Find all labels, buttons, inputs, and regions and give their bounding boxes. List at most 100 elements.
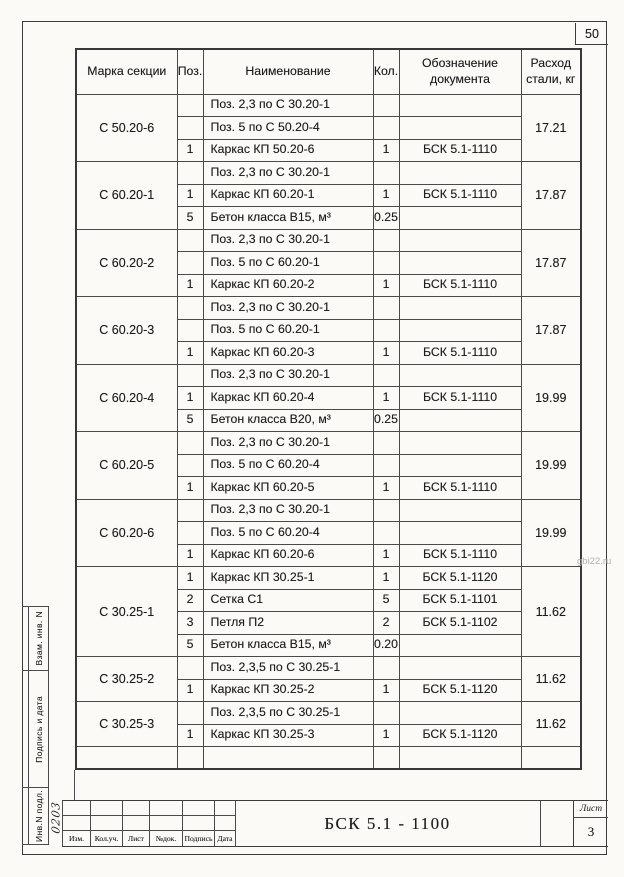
stamp-cell-podpis: Подпись и дата <box>29 671 48 788</box>
revision-empty-cell <box>123 816 150 831</box>
qty-cell: 5 <box>372 588 400 612</box>
table-row: 1 Каркас КП 60.20-5 1 БСК 5.1-1110 <box>76 476 581 500</box>
revision-col-label: Изм. <box>63 831 91 846</box>
name-cell: Каркас КП 60.20-4 <box>202 386 374 410</box>
qty-cell <box>372 93 400 117</box>
mark-cell: С 60.20-2 <box>75 228 178 297</box>
mark-cell: С 60.20-6 <box>75 498 178 567</box>
qty-cell: 0.25 <box>372 408 400 432</box>
pos-cell: 1 <box>176 543 204 567</box>
table-row: Поз. 5 по С 50.20-4 <box>76 116 581 140</box>
pos-cell <box>176 701 204 725</box>
mark-cell: С 30.25-1 <box>75 566 178 657</box>
qty-cell: 1 <box>372 183 400 207</box>
table-row: Поз. 5 по С 60.20-4 <box>76 453 581 477</box>
doc-cell <box>398 161 522 185</box>
stamp-label: Инв.N подл. <box>33 789 44 842</box>
sheet-label: Лист <box>574 801 608 818</box>
revision-col-label: Подпись <box>183 831 215 846</box>
doc-cell: БСК 5.1-1120 <box>398 678 522 702</box>
table-row: 5 Бетон класса В15, м³ 0.25 <box>76 206 581 230</box>
table-row: 1 Каркас КП 50.20-6 1 БСК 5.1-1110 <box>76 138 581 162</box>
revision-empty-cell <box>150 816 183 831</box>
doc-cell <box>398 93 522 117</box>
doc-cell <box>398 431 522 455</box>
frame-tick <box>22 606 28 607</box>
qty-cell: 1 <box>372 273 400 297</box>
table-row: С 60.20-4 Поз. 2,3 по С 30.20-1 19.99 <box>75 363 582 432</box>
table-row: Поз. 5 по С 60.20-1 <box>76 251 581 275</box>
consumption-cell: 17.21 <box>520 93 582 162</box>
drawing-frame <box>22 21 607 855</box>
name-cell: Поз. 2,3 по С 30.20-1 <box>202 498 374 522</box>
qty-cell <box>372 318 400 342</box>
title-block: Изм. Кол.уч. Лист №док. Подпись Дата БСК 5.1 … <box>62 800 608 847</box>
doc-cell <box>398 746 522 770</box>
stamp-label: Подпись и дата <box>33 695 44 763</box>
name-cell: Поз. 2,3 по С 30.20-1 <box>202 296 374 320</box>
revision-empty-cell <box>63 801 91 816</box>
qty-cell: 1 <box>372 476 400 500</box>
table-row: С 60.20-2 Поз. 2,3 по С 30.20-1 17.87 <box>75 228 582 297</box>
mark-cell: С 60.20-5 <box>75 431 178 500</box>
qty-cell: 1 <box>372 341 400 365</box>
table-row: С 60.20-6 Поз. 2,3 по С 30.20-1 19.99 <box>75 498 582 567</box>
name-cell: Поз. 2,3 по С 30.20-1 <box>202 363 374 387</box>
stamp-strip: Взам. инв. N Подпись и дата Инв.N подл. <box>28 606 49 845</box>
doc-cell <box>398 206 522 230</box>
spec-table-body: С 50.20-6 Поз. 2,3 по С 30.20-1 17.21 Поз. … <box>75 93 582 770</box>
document-number: БСК 5.1 - 1100 <box>324 813 451 833</box>
title-block-divider <box>540 801 541 846</box>
revision-col-label: №док. <box>150 831 183 846</box>
mark-cell: С 30.25-3 <box>75 701 178 747</box>
pos-cell: 5 <box>176 408 204 432</box>
header-doc: Обозначение документа <box>398 48 522 95</box>
doc-cell: БСК 5.1-1110 <box>398 386 522 410</box>
header-qty: Кол. <box>372 48 400 95</box>
qty-cell <box>372 453 400 477</box>
pos-cell <box>176 656 204 680</box>
doc-cell: БСК 5.1-1120 <box>398 566 522 590</box>
name-cell: Бетон класса В15, м³ <box>202 206 374 230</box>
doc-cell: БСК 5.1-1102 <box>398 611 522 635</box>
name-cell: Поз. 2,3,5 по С 30.25-1 <box>202 656 374 680</box>
pos-cell <box>176 431 204 455</box>
table-row: 1 Каркас КП 60.20-3 1 БСК 5.1-1110 <box>76 341 581 365</box>
mark-cell: С 30.25-2 <box>75 656 178 702</box>
name-cell: Петля П2 <box>202 611 374 635</box>
name-cell: Каркас КП 60.20-2 <box>202 273 374 297</box>
header-mark: Марка секции <box>75 48 178 95</box>
pos-cell: 5 <box>176 633 204 657</box>
pos-cell: 1 <box>176 183 204 207</box>
revision-col-label: Дата <box>215 831 236 846</box>
name-cell: Каркас КП 30.25-1 <box>202 566 374 590</box>
doc-cell <box>398 521 522 545</box>
doc-cell: БСК 5.1-1110 <box>398 476 522 500</box>
table-row: 3 Петля П2 2 БСК 5.1-1102 <box>76 611 581 635</box>
revision-empty-cell <box>123 801 150 816</box>
doc-cell <box>398 498 522 522</box>
pos-cell <box>176 498 204 522</box>
name-cell: Бетон класса В20, м³ <box>202 408 374 432</box>
pos-cell <box>176 318 204 342</box>
qty-cell <box>372 251 400 275</box>
table-row: С 60.20-3 Поз. 2,3 по С 30.20-1 17.87 <box>75 296 582 365</box>
pos-cell: 5 <box>176 206 204 230</box>
revision-empty-cell <box>183 801 215 816</box>
consumption-cell <box>520 746 582 770</box>
doc-cell <box>398 656 522 680</box>
pos-cell <box>176 746 204 770</box>
qty-cell: 1 <box>372 678 400 702</box>
doc-cell <box>398 633 522 657</box>
header-consumption: Расход стали, кг <box>520 48 582 95</box>
qty-cell <box>372 656 400 680</box>
revision-empty-cell <box>91 816 123 831</box>
name-cell: Каркас КП 60.20-3 <box>202 341 374 365</box>
qty-cell <box>372 701 400 725</box>
consumption-cell: 11.62 <box>520 566 582 657</box>
frame-connector-line <box>74 770 75 800</box>
doc-cell <box>398 453 522 477</box>
table-row: С 30.25-1 1 Каркас КП 30.25-1 1 БСК 5.1-1120… <box>75 566 582 657</box>
consumption-cell: 17.87 <box>520 161 582 230</box>
